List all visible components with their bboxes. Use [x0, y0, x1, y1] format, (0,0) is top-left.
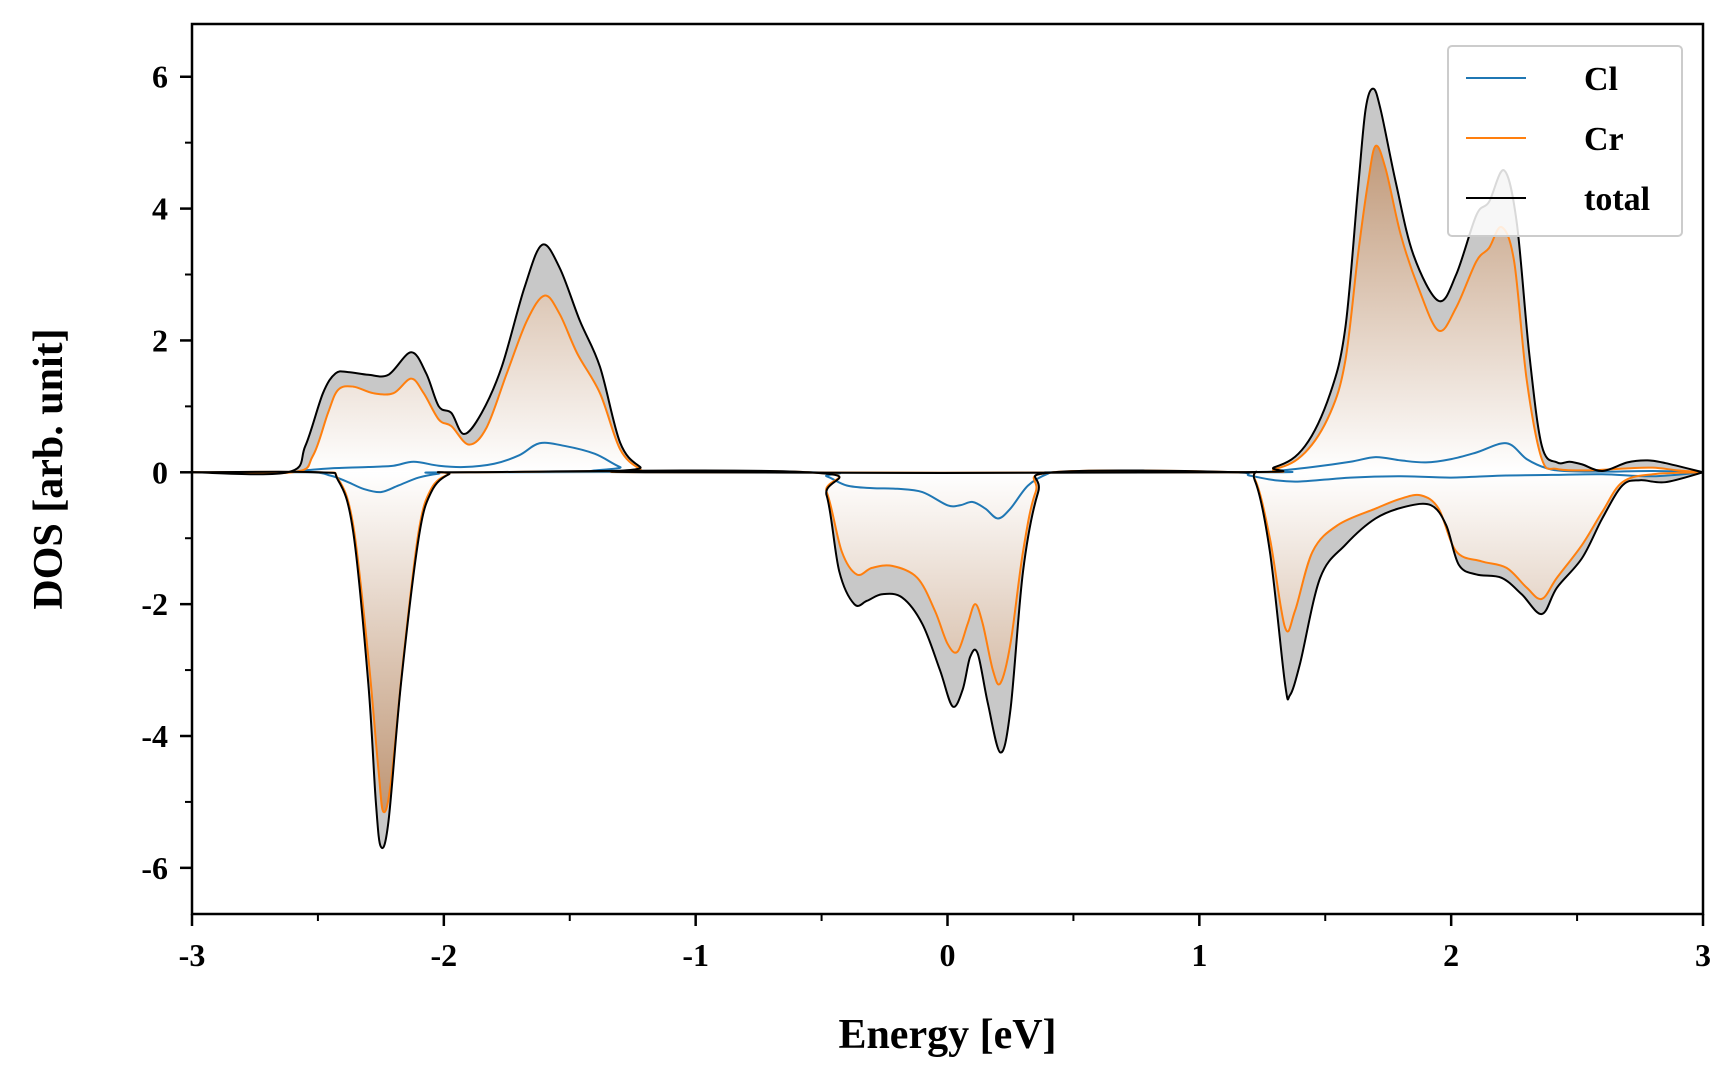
y-tick-label: 0 — [152, 454, 168, 490]
x-tick-label: -3 — [179, 937, 206, 973]
y-axis: -6 -4 -2 0 2 4 6 — [141, 59, 192, 886]
x-tick-label: -1 — [682, 937, 709, 973]
fill-total-down — [192, 470, 1703, 849]
y-tick-label: 4 — [152, 191, 168, 227]
y-axis-label: DOS [arb. unit] — [26, 328, 72, 609]
y-tick-label: 6 — [152, 59, 168, 95]
fill-cl-up — [192, 442, 1703, 473]
legend-label-cl: Cl — [1584, 61, 1618, 98]
fill-cr-up — [192, 145, 1703, 474]
x-tick-label: 3 — [1695, 937, 1711, 973]
y-tick-label: -4 — [141, 718, 168, 754]
legend-label-cr: Cr — [1584, 121, 1624, 158]
line-total-up — [192, 87, 1703, 476]
legend: Cl Cr total — [1447, 45, 1683, 237]
x-axis-label: Energy [eV] — [838, 1012, 1056, 1058]
legend-box — [1447, 45, 1683, 237]
x-tick-label: 0 — [940, 937, 956, 973]
line-cl-down — [192, 470, 1703, 520]
x-axis: -3 -2 -1 0 1 2 3 — [179, 914, 1711, 973]
y-tick-label: -2 — [141, 586, 168, 622]
y-tick-label: -6 — [141, 850, 168, 886]
fill-cr-down — [192, 470, 1703, 813]
line-total-down — [192, 469, 1703, 850]
legend-label-total: total — [1584, 181, 1650, 218]
y-tick-label: 2 — [152, 322, 168, 358]
x-tick-label: -2 — [431, 937, 458, 973]
x-tick-label: 2 — [1443, 937, 1459, 973]
fill-layer — [192, 88, 1703, 849]
x-tick-label: 1 — [1191, 937, 1207, 973]
fill-cl-down — [192, 471, 1703, 519]
line-layer — [192, 87, 1703, 850]
